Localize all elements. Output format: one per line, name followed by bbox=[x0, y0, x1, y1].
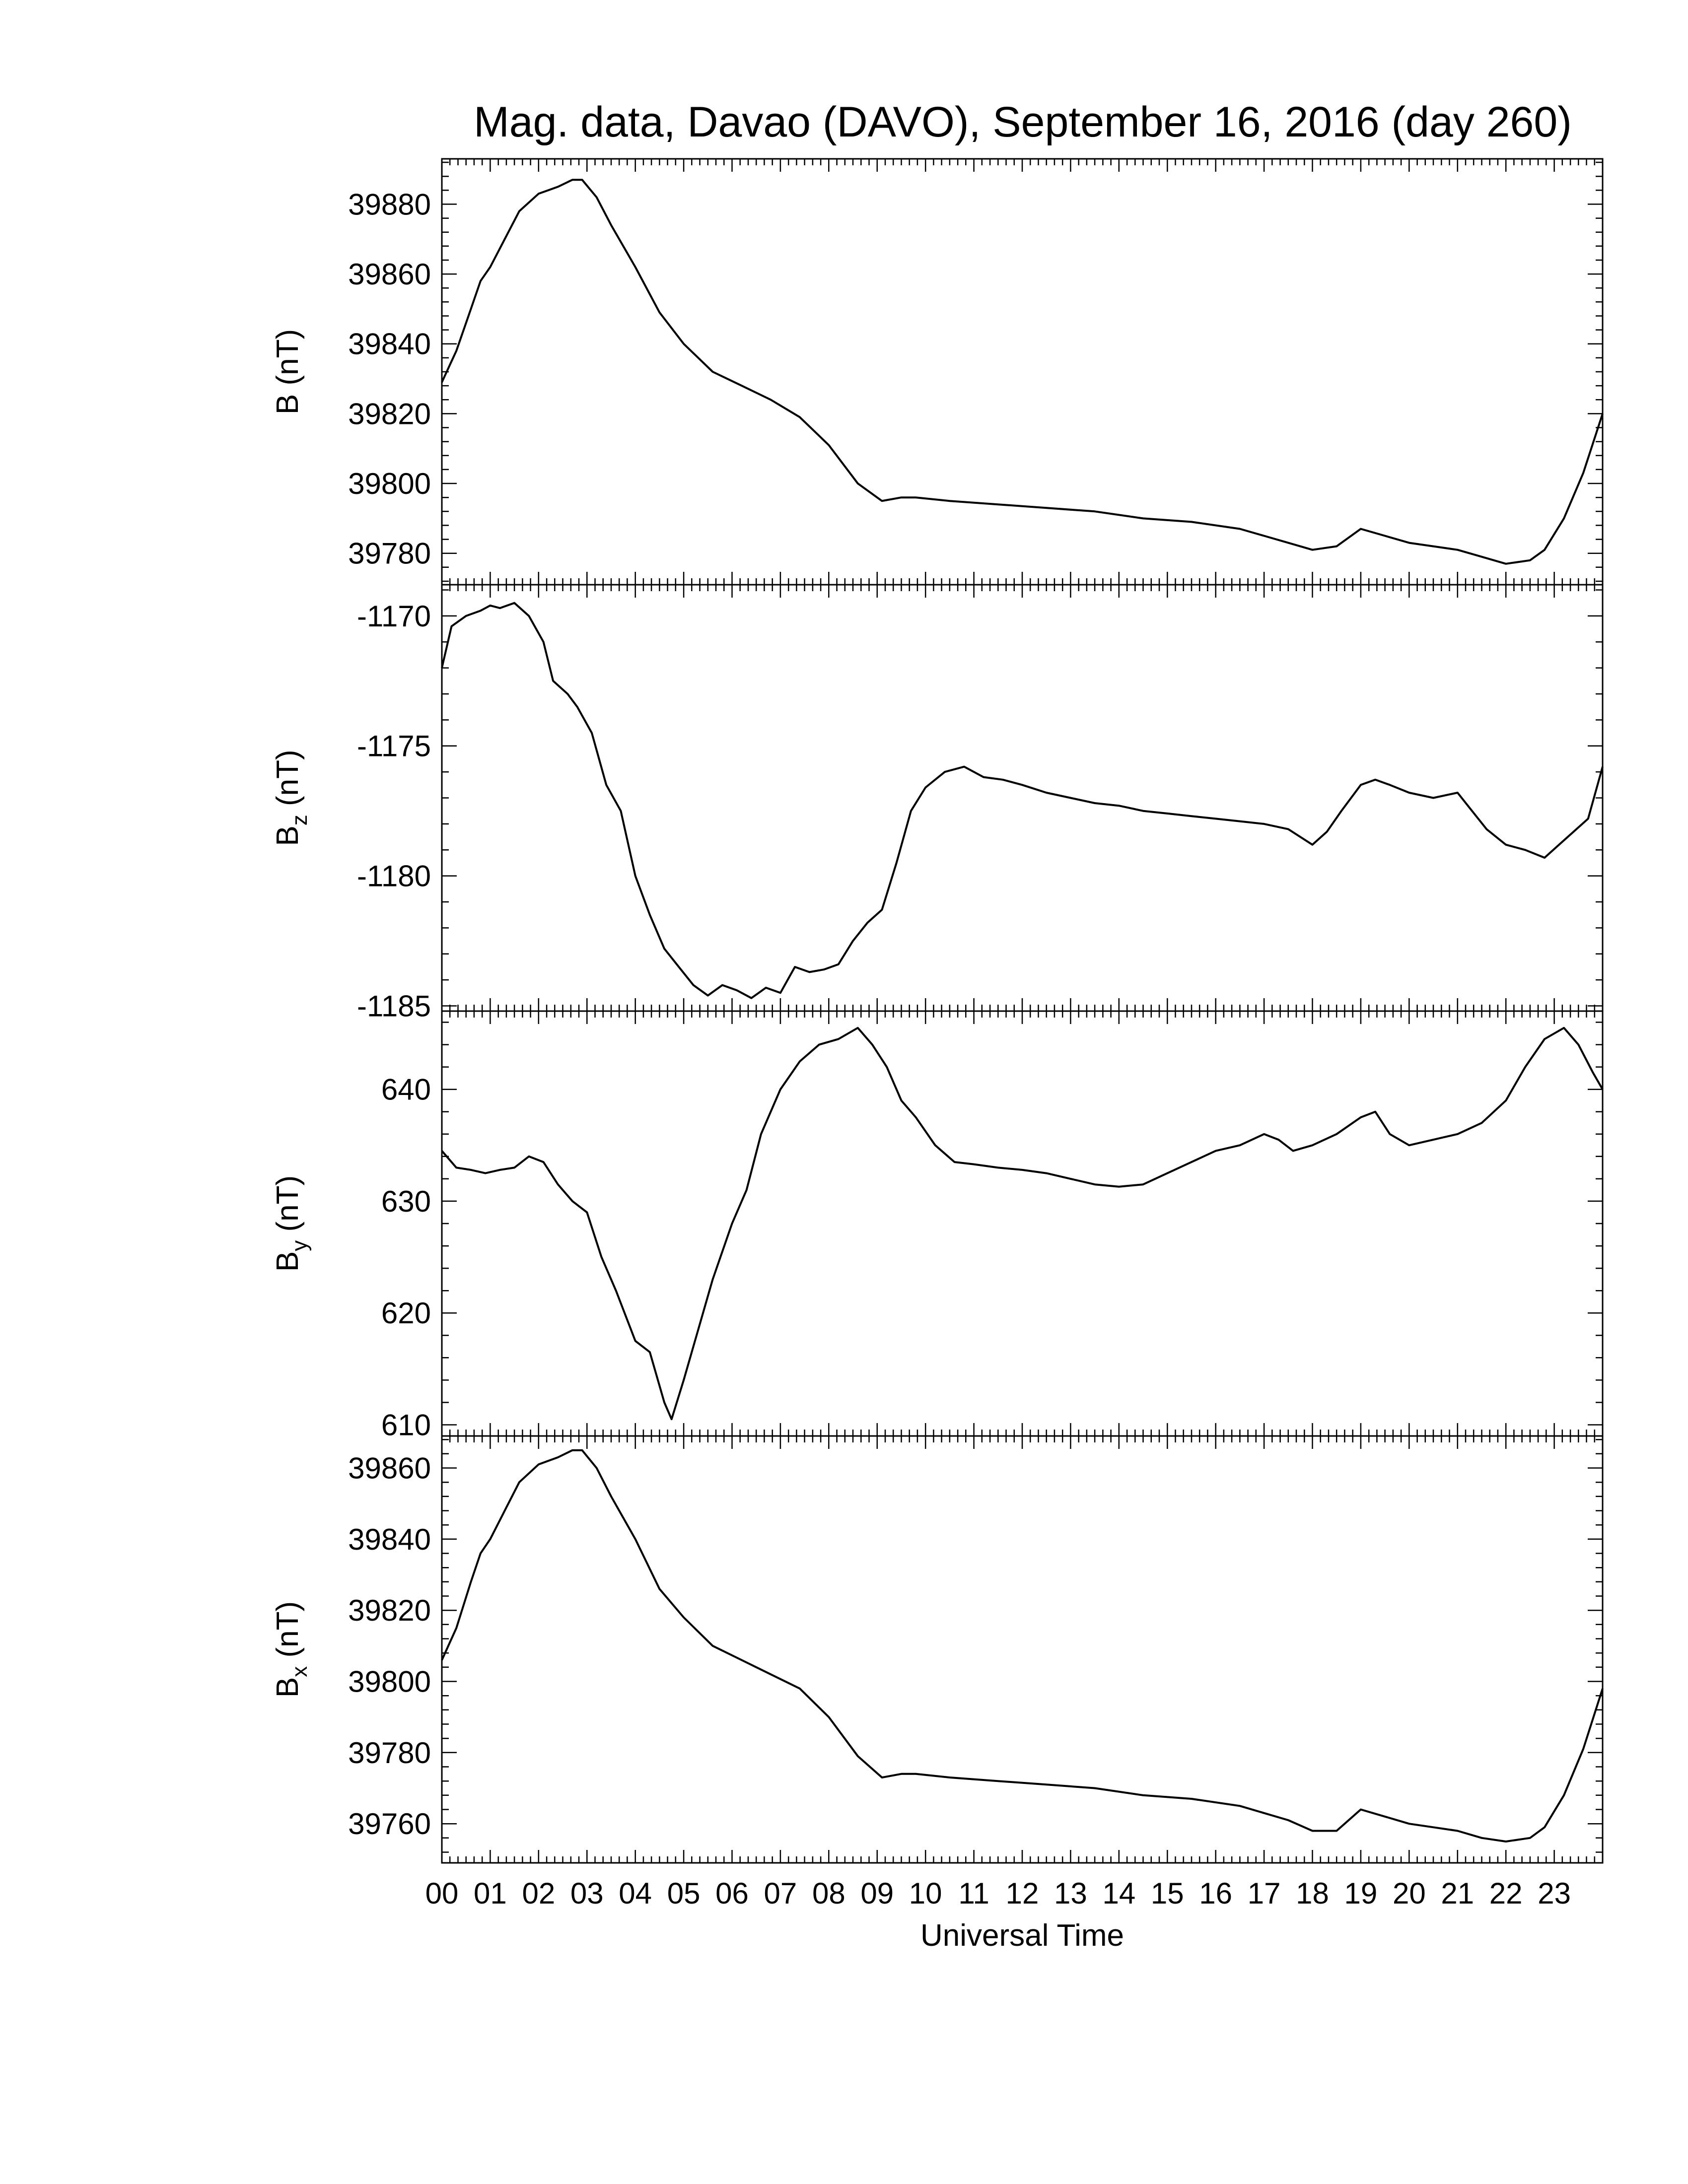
y-tick-marks bbox=[442, 1438, 1603, 1853]
x-tick-label: 07 bbox=[764, 1877, 797, 1910]
x-tick-label: 00 bbox=[425, 1877, 459, 1910]
x-tick-marks bbox=[441, 1436, 1604, 1863]
x-tick-label: 05 bbox=[667, 1877, 701, 1910]
x-tick-label: 21 bbox=[1441, 1877, 1474, 1910]
x-tick-label: 13 bbox=[1054, 1877, 1087, 1910]
y-tick-label: 39800 bbox=[348, 467, 431, 500]
x-tick-label: 08 bbox=[812, 1877, 845, 1910]
y-tick-label: 39860 bbox=[348, 1452, 431, 1485]
x-tick-label: 14 bbox=[1102, 1877, 1135, 1910]
y-tick-marks bbox=[442, 1022, 1603, 1426]
x-tick-label: 04 bbox=[619, 1877, 652, 1910]
x-tick-marks bbox=[441, 1011, 1604, 1436]
y-tick-label: 39840 bbox=[348, 328, 431, 361]
series-line bbox=[441, 602, 1604, 999]
x-tick-marks bbox=[441, 159, 1604, 585]
y-tick-label: 39880 bbox=[348, 188, 431, 221]
plot-frame bbox=[441, 158, 1604, 586]
y-tick-label: 39780 bbox=[348, 537, 431, 570]
x-tick-label: 20 bbox=[1393, 1877, 1426, 1910]
x-tick-label: 02 bbox=[522, 1877, 555, 1910]
y-tick-marks bbox=[442, 589, 1603, 1007]
x-tick-label: 12 bbox=[1006, 1877, 1039, 1910]
y-tick-label: -1180 bbox=[357, 860, 431, 893]
figure-title: Mag. data, Davao (DAVO), September 16, 2… bbox=[474, 98, 1572, 146]
x-axis-label: Universal Time bbox=[920, 1918, 1124, 1953]
x-tick-label: 01 bbox=[474, 1877, 507, 1910]
y-axis-label: B (nT) bbox=[271, 329, 305, 414]
x-tick-label: 15 bbox=[1151, 1877, 1184, 1910]
y-tick-label: 39760 bbox=[348, 1807, 431, 1841]
y-tick-label: 630 bbox=[381, 1185, 431, 1218]
x-tick-label: 10 bbox=[909, 1877, 942, 1910]
x-tick-marks bbox=[441, 585, 1604, 1011]
x-tick-label: 18 bbox=[1296, 1877, 1329, 1910]
y-tick-label: 39820 bbox=[348, 1594, 431, 1627]
plot-frame bbox=[441, 1435, 1604, 1864]
x-tick-label: 06 bbox=[715, 1877, 749, 1910]
x-tick-label: 17 bbox=[1248, 1877, 1281, 1910]
x-tick-label: 16 bbox=[1199, 1877, 1232, 1910]
panel-1: 39780 39800 39820 39840 39860 39880 B (nT) bbox=[271, 158, 1604, 586]
x-tick-label: 09 bbox=[860, 1877, 894, 1910]
y-tick-label: -1170 bbox=[357, 600, 431, 633]
series-line bbox=[441, 179, 1604, 565]
panels-group: 39780 39800 39820 39840 39860 39880 B (nT) -117… bbox=[271, 158, 1604, 1910]
y-tick-label: 39780 bbox=[348, 1736, 431, 1770]
y-axis-label: Bz (nT) bbox=[271, 750, 312, 846]
y-axis-label: Bx (nT) bbox=[271, 1601, 312, 1698]
y-tick-label: 39860 bbox=[348, 258, 431, 291]
y-tick-label: -1175 bbox=[357, 730, 431, 763]
x-tick-label: 23 bbox=[1538, 1877, 1571, 1910]
plot-frame bbox=[441, 1010, 1604, 1437]
y-tick-marks bbox=[442, 161, 1603, 582]
panel-3: 610 620 630 640 By (nT) bbox=[271, 1010, 1604, 1441]
y-tick-label: 39820 bbox=[348, 397, 431, 430]
x-tick-label: 22 bbox=[1489, 1877, 1523, 1910]
series-line bbox=[441, 1026, 1604, 1421]
x-tick-label: 03 bbox=[570, 1877, 604, 1910]
series-line bbox=[441, 1449, 1604, 1843]
x-tick-label: 19 bbox=[1344, 1877, 1378, 1910]
y-tick-label: 640 bbox=[381, 1073, 431, 1106]
panel-4: 39760 39780 39800 39820 39840 39860 Bx (nT) 00 0… bbox=[271, 1435, 1604, 1910]
y-tick-label: 620 bbox=[381, 1297, 431, 1330]
y-tick-label: 39800 bbox=[348, 1665, 431, 1699]
x-tick-label: 11 bbox=[958, 1877, 989, 1910]
y-axis-label: By (nT) bbox=[271, 1175, 312, 1272]
panel-2: -1170 -1175 -1180 -1185 Bz (nT) bbox=[271, 584, 1604, 1023]
y-tick-label: -1185 bbox=[357, 990, 431, 1023]
y-tick-label: 610 bbox=[381, 1408, 431, 1441]
plot-frame bbox=[441, 584, 1604, 1012]
y-tick-label: 39840 bbox=[348, 1523, 431, 1556]
